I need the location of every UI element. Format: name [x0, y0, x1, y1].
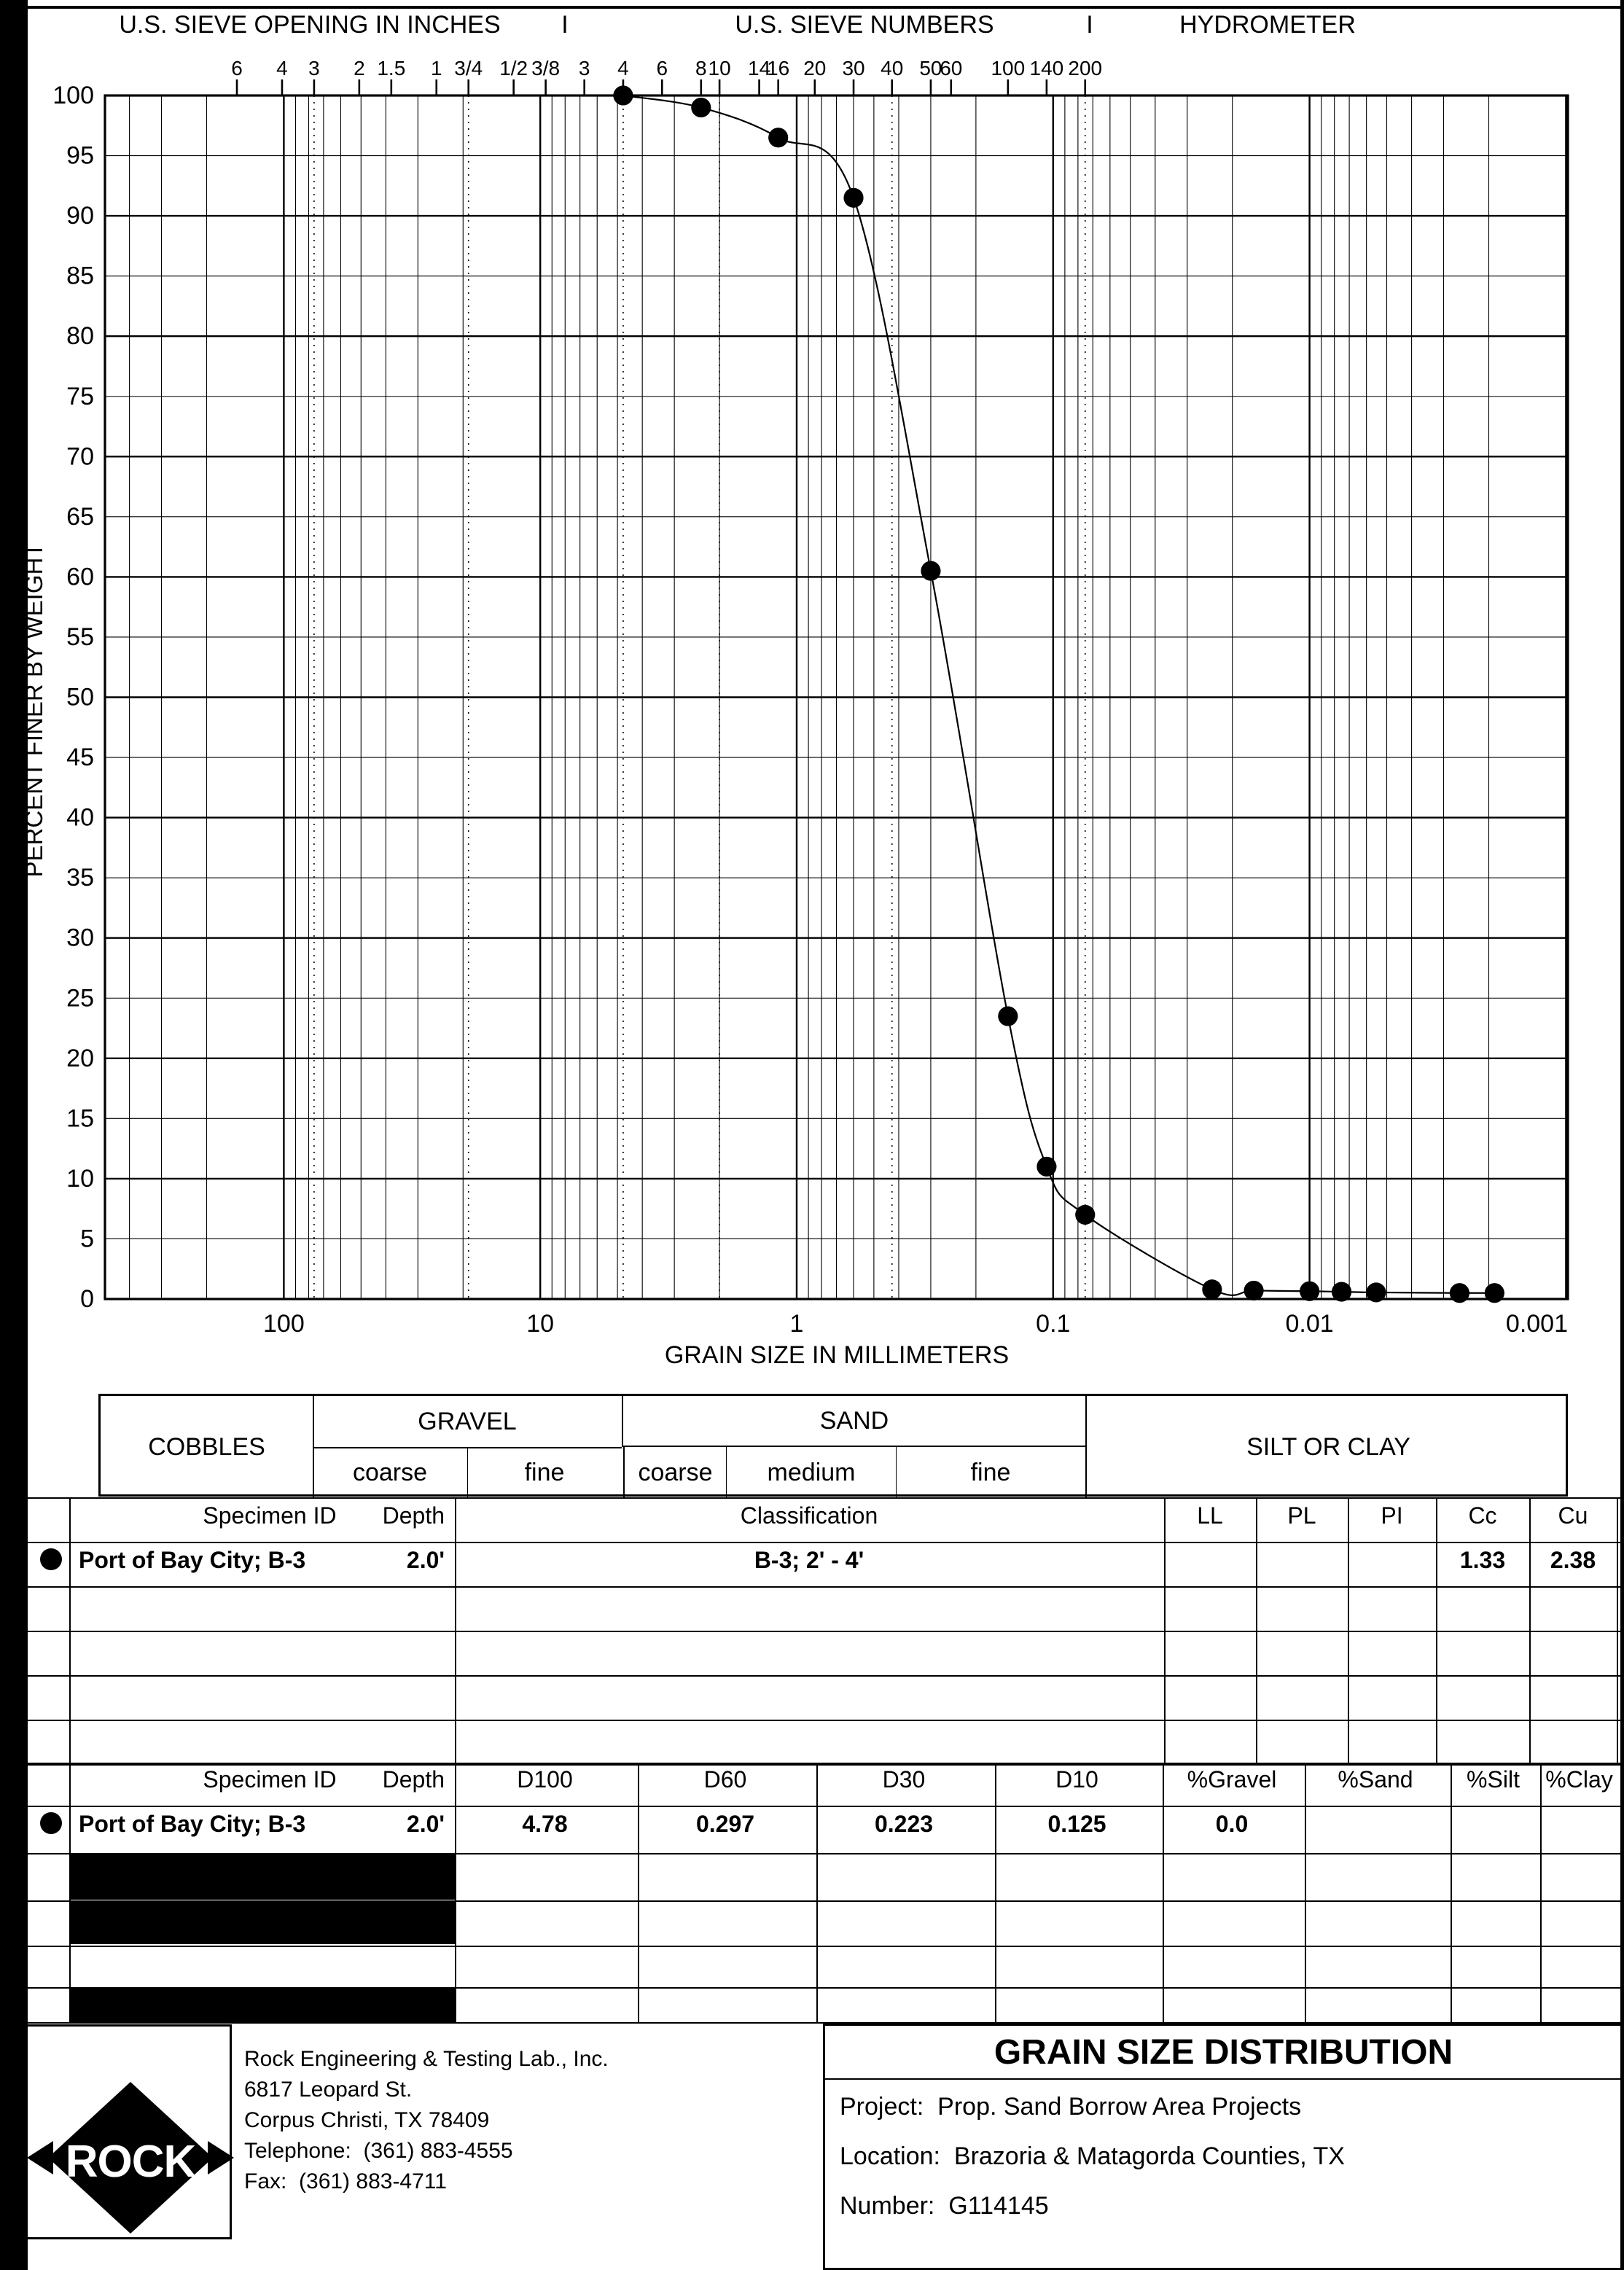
svg-text:0.1: 0.1 — [1036, 1310, 1070, 1338]
svg-text:2: 2 — [354, 57, 365, 79]
svg-text:8: 8 — [695, 57, 707, 79]
svg-text:35: 35 — [66, 864, 94, 892]
svg-text:30: 30 — [842, 57, 864, 79]
svg-text:45: 45 — [66, 744, 94, 771]
svg-text:25: 25 — [66, 984, 94, 1012]
svg-text:I: I — [561, 11, 568, 39]
svg-text:95: 95 — [66, 142, 94, 170]
svg-text:6: 6 — [656, 57, 668, 79]
svg-text:80: 80 — [66, 322, 94, 350]
svg-text:15: 15 — [66, 1104, 94, 1132]
svg-text:90: 90 — [66, 202, 94, 230]
svg-text:40: 40 — [881, 57, 903, 79]
svg-text:100: 100 — [52, 82, 94, 109]
svg-text:55: 55 — [66, 623, 94, 651]
svg-text:ROCK: ROCK — [66, 2137, 197, 2187]
svg-text:10: 10 — [708, 57, 731, 79]
svg-text:HYDROMETER: HYDROMETER — [1179, 11, 1356, 39]
svg-text:PERCENT FINER BY WEIGHT: PERCENT FINER BY WEIGHT — [20, 542, 47, 877]
svg-text:0: 0 — [80, 1285, 94, 1313]
svg-text:200: 200 — [1068, 57, 1102, 79]
svg-text:40: 40 — [66, 804, 94, 832]
svg-text:0.001: 0.001 — [1506, 1310, 1568, 1338]
svg-text:70: 70 — [66, 442, 94, 470]
svg-text:4: 4 — [276, 57, 288, 79]
svg-text:U.S. SIEVE OPENING IN INCHES: U.S. SIEVE OPENING IN INCHES — [119, 11, 500, 39]
svg-text:140: 140 — [1030, 57, 1064, 79]
svg-text:3/8: 3/8 — [531, 57, 560, 79]
svg-text:10: 10 — [66, 1165, 94, 1193]
svg-text:4: 4 — [617, 57, 629, 79]
svg-text:3/4: 3/4 — [454, 57, 483, 79]
svg-text:60: 60 — [66, 563, 94, 590]
svg-text:I: I — [1086, 11, 1093, 39]
svg-text:3: 3 — [308, 57, 320, 79]
svg-text:100: 100 — [263, 1310, 305, 1338]
svg-text:1: 1 — [431, 57, 442, 79]
svg-text:GRAIN SIZE IN MILLIMETERS: GRAIN SIZE IN MILLIMETERS — [665, 1341, 1009, 1369]
svg-text:85: 85 — [66, 262, 94, 290]
svg-text:1/2: 1/2 — [499, 57, 528, 79]
svg-text:20: 20 — [66, 1045, 94, 1072]
svg-text:16: 16 — [767, 57, 789, 79]
svg-text:30: 30 — [66, 924, 94, 952]
svg-text:6: 6 — [231, 57, 243, 79]
svg-text:10: 10 — [526, 1310, 554, 1338]
svg-text:1: 1 — [790, 1310, 804, 1338]
svg-text:1.5: 1.5 — [377, 57, 405, 79]
svg-text:65: 65 — [66, 503, 94, 531]
svg-text:50: 50 — [919, 57, 942, 79]
svg-text:100: 100 — [991, 57, 1025, 79]
svg-text:60: 60 — [940, 57, 962, 79]
svg-text:50: 50 — [66, 684, 94, 711]
svg-text:3: 3 — [579, 57, 590, 79]
svg-text:0.01: 0.01 — [1285, 1310, 1333, 1338]
svg-text:U.S. SIEVE NUMBERS: U.S. SIEVE NUMBERS — [735, 11, 993, 39]
svg-text:75: 75 — [66, 383, 94, 410]
svg-text:5: 5 — [80, 1225, 94, 1252]
svg-text:20: 20 — [803, 57, 826, 79]
